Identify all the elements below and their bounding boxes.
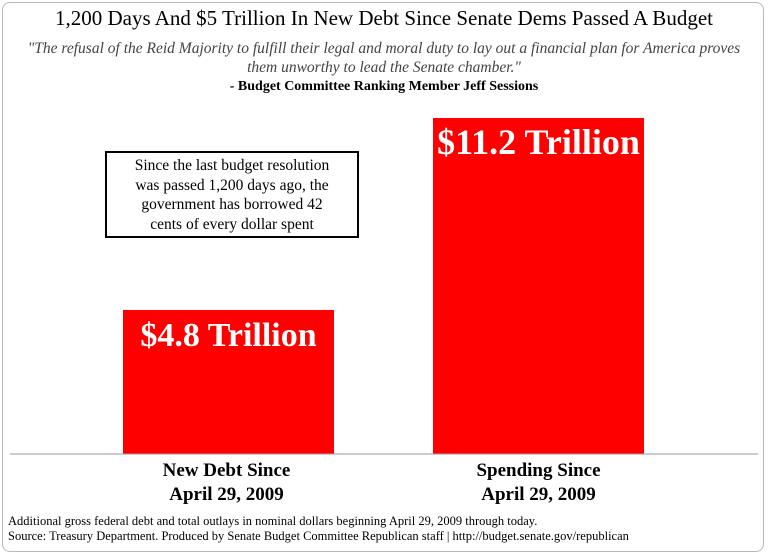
- bar: [433, 118, 644, 454]
- quote-attribution: - Budget Committee Ranking Member Jeff S…: [229, 79, 539, 94]
- footnote: Additional gross federal debt and total …: [8, 514, 763, 544]
- chart-quote: "The refusal of the Reid Majority to ful…: [27, 40, 741, 76]
- category-label: Spending Since: [476, 460, 600, 481]
- category-label: New Debt Since: [163, 460, 291, 481]
- annotation-line: cents of every dollar spent: [150, 215, 314, 233]
- bar: [123, 310, 334, 454]
- footnote-note: Additional gross federal debt and total …: [8, 514, 538, 528]
- value-label: $11.2 Trillion: [437, 122, 640, 162]
- annotation-line: Since the last budget resolution: [134, 157, 330, 174]
- category-label: April 29, 2009: [169, 484, 284, 505]
- chart-title: 1,200 Days And $5 Trillion In New Debt S…: [55, 6, 713, 30]
- annotation-box: Since the last budget resolution was pas…: [105, 151, 359, 238]
- value-label: $4.8 Trillion: [140, 317, 316, 354]
- footnote-source: Source: Treasury Department. Produced by…: [8, 529, 629, 543]
- annotation-line: government has borrowed 42: [141, 196, 323, 213]
- category-label: April 29, 2009: [481, 484, 596, 505]
- annotation-line: was passed 1,200 days ago, the: [135, 176, 329, 194]
